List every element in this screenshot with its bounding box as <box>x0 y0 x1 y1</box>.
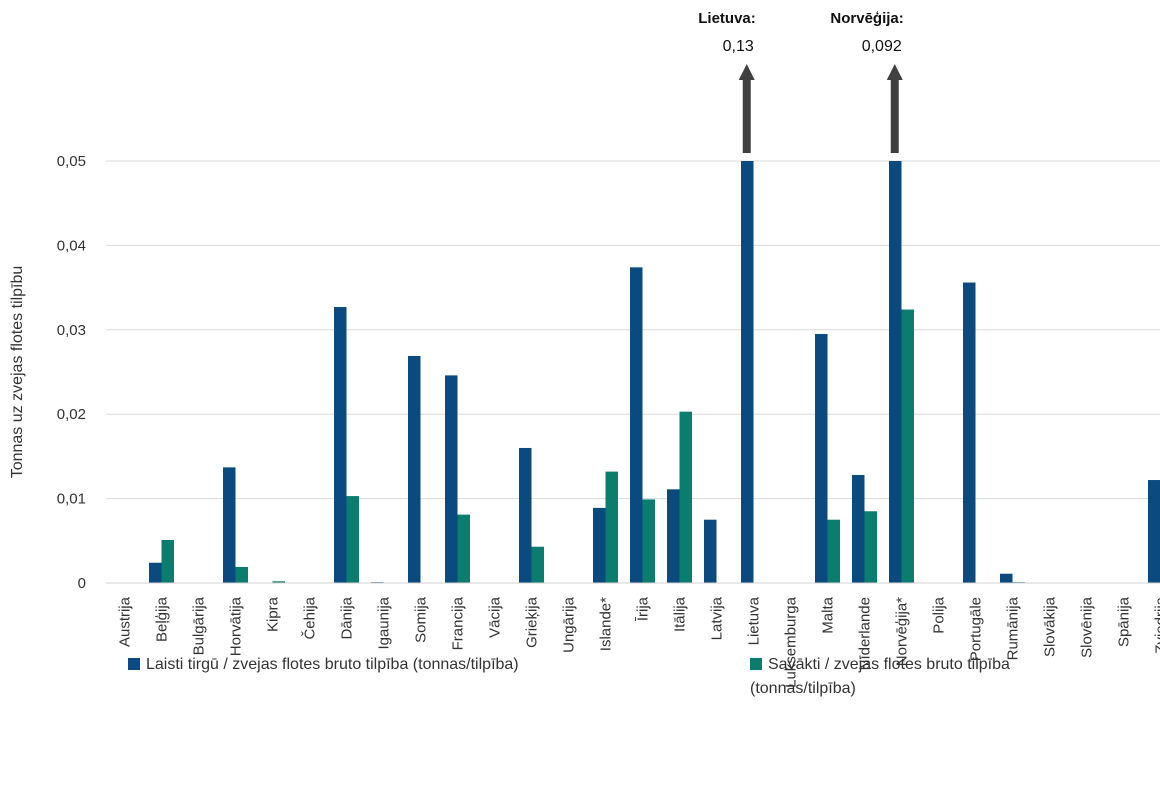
x-tick-label: Horvātija <box>228 596 245 656</box>
bar-collected <box>827 519 840 583</box>
bar-collected <box>605 471 618 583</box>
x-tick-label: Itālija <box>672 596 689 632</box>
annotation-title: Lietuva: <box>698 10 756 27</box>
x-tick-label: Francija <box>450 596 467 650</box>
y-tick-label: 0,03 <box>57 322 86 339</box>
bar-placed-on-market <box>223 467 236 583</box>
bar-collected <box>531 546 544 583</box>
x-tick-label: Slovēnija <box>1079 596 1096 658</box>
legend-item-collected: Savākti / zvejas flotes bruto tilpība (t… <box>750 653 1110 701</box>
bar-collected <box>679 411 692 583</box>
x-tick-label: Ungārija <box>561 596 578 653</box>
bar-placed-on-market <box>815 334 828 583</box>
x-tick-label: Īrija <box>635 596 652 621</box>
x-tick-label: Vācija <box>487 596 504 638</box>
bar-placed-on-market <box>1148 480 1160 583</box>
x-tick-label: Lietuva <box>746 596 763 645</box>
x-tick-label: Grieķija <box>524 596 541 648</box>
bar-placed-on-market <box>852 474 865 583</box>
x-tick-label: Beļģija <box>154 596 171 642</box>
bar-collected <box>864 511 877 583</box>
x-tick-label: Igaunija <box>376 596 393 649</box>
bar-placed-on-market <box>704 519 717 583</box>
bar-placed-on-market <box>149 562 162 583</box>
x-tick-label: Luksemburga <box>783 596 800 688</box>
annotation-title: Norvēģija: <box>830 10 903 27</box>
x-tick-label: Slovākija <box>1042 596 1059 657</box>
x-tick-label: Dānija <box>339 596 356 639</box>
legend-label-collected: Savākti / zvejas flotes bruto tilpība (t… <box>750 656 1010 697</box>
x-tick-label: Kipra <box>265 596 282 632</box>
x-tick-label: Bulgārija <box>191 596 208 655</box>
annotations: Lietuva: 0,13 Norvēģija: 0,092 <box>698 10 904 153</box>
y-tick-label: 0,04 <box>57 237 86 254</box>
y-axis-label: Tonnas uz zvejas flotes tilpību <box>9 266 26 479</box>
bar-placed-on-market <box>667 489 680 583</box>
x-axis-ticks: Austrija Beļģija Bulgārija Horvātija Kipra Če… <box>117 596 1160 688</box>
bar-placed-on-market <box>741 161 754 583</box>
bar-collected <box>346 496 359 583</box>
y-tick-label: 0,05 <box>57 153 86 170</box>
y-tick-label: 0,02 <box>57 406 86 423</box>
x-tick-label: Somija <box>413 596 430 643</box>
bar-placed-on-market <box>593 507 606 583</box>
x-tick-label: Polija <box>931 596 948 633</box>
annotation-arrow-head <box>886 64 903 80</box>
bar-placed-on-market <box>334 307 347 583</box>
bar-collected <box>457 514 470 583</box>
x-tick-label: Rumānija <box>1005 596 1022 660</box>
bar-collected <box>272 581 285 583</box>
legend-item-placed-on-market: Laisti tirgū / zvejas flotes bruto tilpī… <box>128 653 688 677</box>
legend-label-placed-on-market: Laisti tirgū / zvejas flotes bruto tilpī… <box>146 656 519 673</box>
legend-swatch-placed-on-market <box>128 658 140 670</box>
x-tick-label: Austrija <box>117 596 134 647</box>
y-axis-ticks: 0 0,01 0,02 0,03 0,04 0,05 <box>57 153 86 592</box>
bar-collected <box>642 499 655 583</box>
bar-placed-on-market <box>408 355 421 583</box>
x-tick-label: Portugāle <box>968 597 985 661</box>
x-tick-label: Spānija <box>1116 596 1133 647</box>
bar-collected <box>235 566 248 583</box>
legend-swatch-collected <box>750 658 762 670</box>
x-tick-label: Čehija <box>302 596 319 639</box>
bar-placed-on-market <box>630 267 643 583</box>
annotation-value: 0,092 <box>862 38 902 55</box>
x-tick-label: Norvēģija* <box>894 597 911 666</box>
annotation-value: 0,13 <box>723 38 754 55</box>
y-tick-label: 0,01 <box>57 491 86 508</box>
bar-placed-on-market <box>889 161 902 583</box>
bar-placed-on-market <box>445 375 458 583</box>
x-tick-label: Zviedrija <box>1153 596 1160 653</box>
bar-collected <box>901 309 914 583</box>
bar-placed-on-market <box>963 282 976 583</box>
bar-placed-on-market <box>519 447 532 583</box>
x-tick-label: Latvija <box>709 596 726 640</box>
annotation-arrow-head <box>738 64 755 80</box>
bar-collected <box>161 539 174 583</box>
x-tick-label: Islande* <box>598 597 615 651</box>
x-tick-label: Nīderlande <box>857 597 874 670</box>
bar-placed-on-market <box>1000 573 1013 583</box>
bars <box>149 161 1160 583</box>
y-tick-label: 0 <box>78 575 86 592</box>
x-tick-label: Malta <box>820 596 837 633</box>
